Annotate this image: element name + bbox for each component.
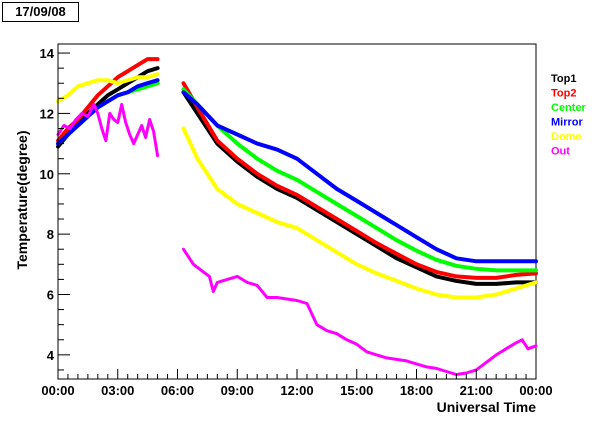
plot-frame xyxy=(57,43,537,380)
series-line-out-2 xyxy=(182,247,538,376)
series-line-top2-2 xyxy=(181,81,538,280)
series-line-mirror-1 xyxy=(56,78,160,146)
y-tick-label: 4 xyxy=(47,348,55,363)
series-line-dome-2 xyxy=(181,126,538,300)
x-tick-label: 12:00 xyxy=(280,383,313,398)
legend-label-mirror: Mirror xyxy=(551,117,584,129)
series-line-top1-2 xyxy=(181,90,538,286)
legend: Top1 Top2 Center Mirror Dome Out xyxy=(551,73,587,158)
legend-label-out: Out xyxy=(551,146,570,158)
x-tick-label: 09:00 xyxy=(221,383,254,398)
y-axis-title: Temperature(degree) xyxy=(14,130,30,269)
x-tick-label: 18:00 xyxy=(400,383,433,398)
series-lines xyxy=(56,57,538,376)
y-tick-label: 8 xyxy=(47,227,54,242)
legend-label-center: Center xyxy=(551,102,587,114)
x-tick-label: 15:00 xyxy=(340,383,373,398)
legend-label-top1: Top1 xyxy=(551,73,576,85)
legend-label-top2: Top2 xyxy=(551,88,576,100)
legend-label-dome: Dome xyxy=(551,131,582,143)
y-tick-label: 10 xyxy=(40,167,54,182)
series-line-center-2 xyxy=(181,87,538,273)
plot-area xyxy=(57,43,537,380)
series-line-out-1 xyxy=(56,102,160,158)
y-tick-label: 12 xyxy=(40,106,54,121)
x-tick-label: 03:00 xyxy=(101,383,134,398)
y-tick-label: 14 xyxy=(40,46,55,61)
series-line-dome-1 xyxy=(56,72,160,104)
series-line-mirror-2 xyxy=(181,90,538,264)
date-label: 17/09/08 xyxy=(2,2,79,22)
axes: 00:00 03:00 06:00 09:00 12:00 15:00 18:00 21:00… xyxy=(40,44,553,398)
x-tick-label: 00:00 xyxy=(519,383,552,398)
x-axis-title: Universal Time xyxy=(437,399,537,415)
x-tick-label: 21:00 xyxy=(460,383,493,398)
x-tick-label: 00:00 xyxy=(41,383,74,398)
y-tick-label: 6 xyxy=(47,287,54,302)
x-tick-label: 06:00 xyxy=(161,383,194,398)
